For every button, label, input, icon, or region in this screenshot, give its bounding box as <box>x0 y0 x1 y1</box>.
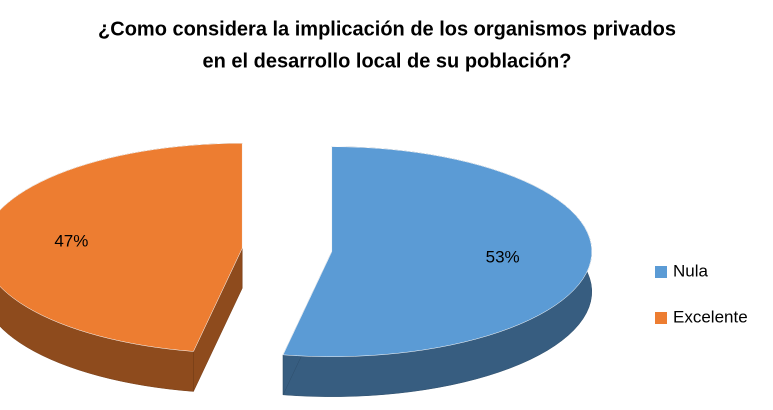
legend-swatch <box>655 266 667 278</box>
data-label: 53% <box>486 248 520 267</box>
legend-label: Nula <box>673 261 709 280</box>
legend-swatch <box>655 312 667 324</box>
legend-label: Excelente <box>673 307 748 326</box>
chart-title: ¿Como considera la implicación de los or… <box>98 18 676 40</box>
pie-slice <box>282 146 593 357</box>
pie-slice <box>0 143 243 352</box>
chart-title: en el desarrollo local de su población? <box>203 50 572 72</box>
data-label: 47% <box>54 231 88 250</box>
